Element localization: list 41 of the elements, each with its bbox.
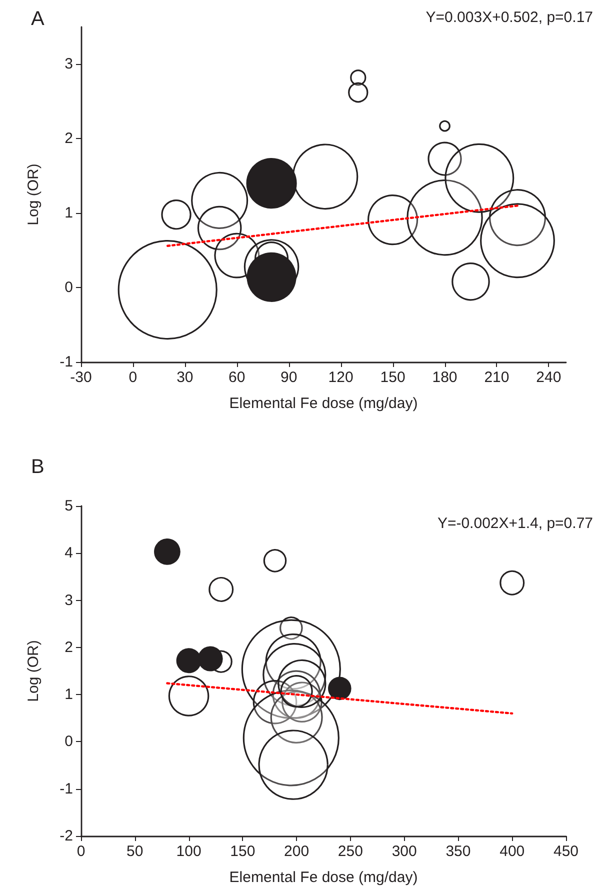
y-axis-title: Log (OR)	[25, 640, 42, 702]
x-tick-label: 240	[536, 369, 562, 386]
y-tick-label: 0	[64, 279, 73, 296]
x-tick-label: 180	[432, 369, 458, 386]
x-axis-title: Elemental Fe dose (mg/day)	[229, 395, 418, 412]
y-tick-label: 4	[64, 544, 73, 562]
x-tick-label: 300	[392, 843, 417, 860]
y-tick-label: 1	[64, 686, 73, 704]
x-tick-label: 0	[128, 369, 138, 386]
text: Y=0.003X+0.502, p=0.17	[426, 9, 593, 26]
x-tick-label: 250	[338, 843, 363, 860]
x-tick-label: 350	[446, 843, 471, 860]
x-tick-label: 400	[500, 843, 525, 860]
y-tick-label: 1	[64, 204, 73, 222]
y-tick-label: 3	[64, 56, 73, 73]
y-tick-label: 5	[64, 498, 73, 514]
x-axis-title: Elemental Fe dose (mg/day)	[229, 869, 418, 886]
annotation: Y=-0.002X+1.4, p=0.77	[437, 515, 593, 532]
y-tick-label: 2	[64, 130, 73, 148]
chart-title: B	[31, 456, 44, 478]
x-tick-label: 150	[230, 843, 256, 860]
y-tick-label: -1	[60, 354, 73, 370]
x-tick-label: 150	[380, 369, 406, 386]
x-tick-label: -30	[70, 369, 92, 386]
y-axis-title: Log (OR)	[25, 164, 42, 226]
x-tick-label: 30	[176, 369, 194, 386]
y-tick-label: 0	[64, 733, 73, 750]
x-tick-label: 120	[328, 369, 354, 386]
y-tick-label: -1	[60, 780, 73, 798]
x-tick-label: 0	[76, 843, 86, 860]
x-tick-label: 210	[484, 369, 510, 386]
x-tick-label: 100	[176, 843, 202, 860]
y-tick-label: 3	[64, 592, 73, 609]
chart-title: A	[31, 8, 45, 30]
x-tick-label: 450	[553, 843, 579, 860]
x-tick-label: 60	[228, 369, 246, 386]
y-tick-label: 2	[64, 638, 73, 656]
x-tick-label: 90	[280, 369, 298, 386]
y-tick-label: -2	[60, 828, 73, 844]
x-tick-label: 50	[126, 843, 144, 860]
x-tick-label: 200	[284, 843, 310, 860]
